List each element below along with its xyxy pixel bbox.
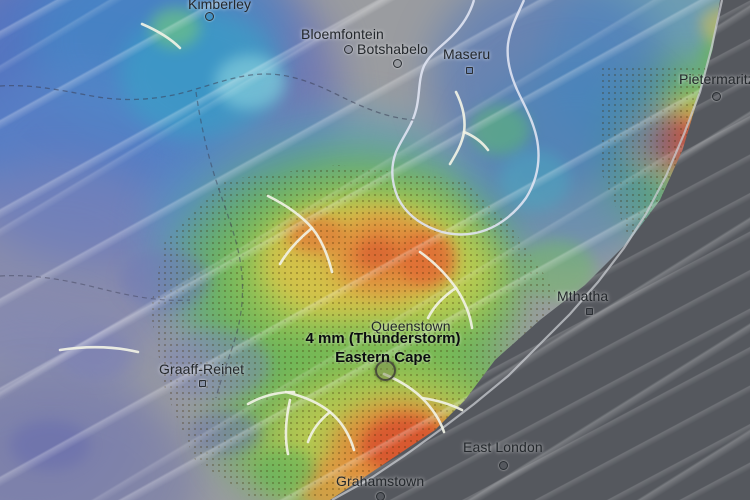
city-dot-east-london[interactable] — [499, 461, 508, 470]
city-label-pietermaritzburg[interactable]: Pietermaritzburg — [679, 71, 750, 87]
city-dot-mthatha[interactable] — [586, 308, 593, 315]
city-label-graaff-reinet[interactable]: Graaff-Reinet — [159, 361, 245, 377]
coastline — [331, 0, 724, 500]
city-label-queenstown[interactable]: Queenstown — [371, 318, 451, 334]
city-dot-maseru[interactable] — [466, 67, 473, 74]
rivers — [58, 22, 490, 456]
city-label-east-london[interactable]: East London — [463, 439, 543, 455]
city-label-grahamstown[interactable]: Grahamstown — [336, 473, 425, 489]
city-dot-kimberley[interactable] — [205, 12, 214, 21]
province-border-nw — [0, 73, 415, 121]
city-label-maseru[interactable]: Maseru — [443, 46, 491, 62]
city-label-botshabelo[interactable]: Botshabelo — [357, 41, 429, 57]
city-label-mthatha[interactable]: Mthatha — [557, 288, 609, 304]
city-dot-bloemfontein[interactable] — [344, 45, 353, 54]
city-label-bloemfontein[interactable]: Bloemfontein — [301, 26, 384, 42]
forecast-tooltip: 4 mm (Thunderstorm) Eastern Cape — [233, 330, 533, 368]
city-dot-botshabelo[interactable] — [393, 59, 402, 68]
tooltip-region-name: Eastern Cape — [335, 348, 431, 366]
tooltip-precip-amount: 4 mm (Thunderstorm) — [305, 330, 461, 347]
city-dot-pietermaritzburg[interactable] — [712, 92, 721, 101]
lesotho-border — [391, 0, 540, 236]
province-border-south — [0, 275, 191, 301]
city-label-kimberley[interactable]: Kimberley — [188, 0, 252, 12]
selected-location-marker[interactable] — [375, 360, 396, 381]
city-dot-graaff-reinet[interactable] — [199, 380, 206, 387]
city-dot-grahamstown[interactable] — [376, 492, 385, 500]
province-border-central — [195, 91, 244, 399]
